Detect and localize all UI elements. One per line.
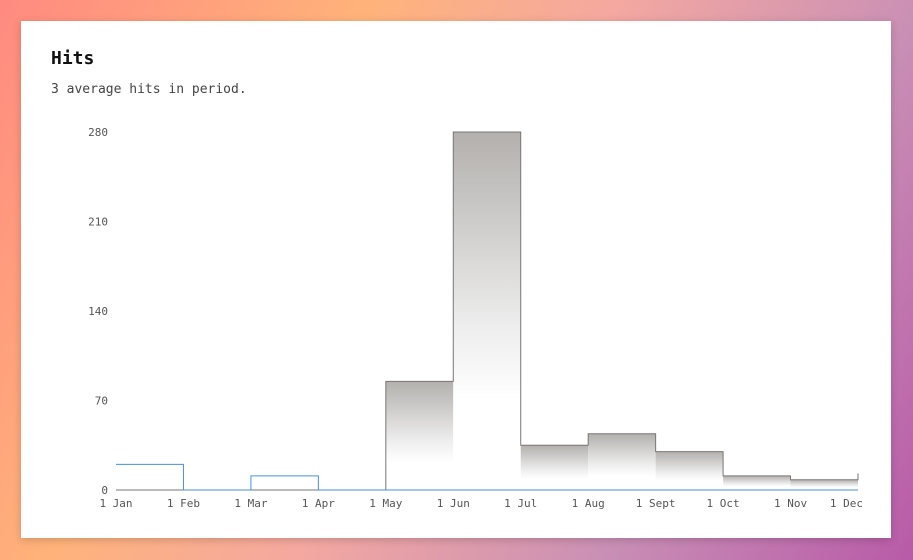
series-1 <box>116 131 859 491</box>
y-tick-label: 0 <box>101 484 108 497</box>
series-1-bar <box>655 451 724 490</box>
series-1-bar <box>723 475 791 490</box>
series-1-bar <box>588 433 656 490</box>
x-tick-label: 1 Jun <box>437 497 470 510</box>
x-tick-label: 1 Oct <box>707 497 740 510</box>
x-tick-label: 1 Apr <box>302 497 335 510</box>
y-tick-label: 140 <box>88 305 108 318</box>
x-axis: 1 Jan 1 Feb 1 Mar 1 Apr 1 May 1 Jun 1 Jul 1 Aug… <box>99 497 863 510</box>
x-tick-label: 1 Nov <box>774 497 807 510</box>
card-title: Hits <box>51 48 95 69</box>
series-1-bar <box>790 479 858 490</box>
series-layer <box>116 131 859 491</box>
series-1-bar <box>453 132 521 490</box>
x-tick-label: 1 Mar <box>234 497 267 510</box>
x-tick-label: 1 Jul <box>504 497 537 510</box>
x-tick-label: 1 Aug <box>572 497 605 510</box>
x-tick-label: 1 Feb <box>167 497 200 510</box>
series-2-line <box>116 463 858 491</box>
series-2 <box>116 463 858 491</box>
series-1-bar <box>520 445 589 490</box>
y-tick-label: 70 <box>95 395 108 408</box>
x-tick-label: 1 Dec <box>830 497 863 510</box>
card-subtitle: 3 average hits in period. <box>51 82 247 97</box>
y-tick-label: 280 <box>88 126 108 139</box>
x-tick-label: 1 May <box>369 497 402 510</box>
x-tick-label: 1 Sept <box>636 497 676 510</box>
series-1-bar <box>385 381 454 490</box>
y-tick-label: 210 <box>88 216 108 229</box>
hits-card: Hits 3 average hits in period. 0 70 140 210… <box>21 21 891 538</box>
y-axis: 0 70 140 210 280 <box>88 126 108 497</box>
x-tick-label: 1 Jan <box>99 497 132 510</box>
